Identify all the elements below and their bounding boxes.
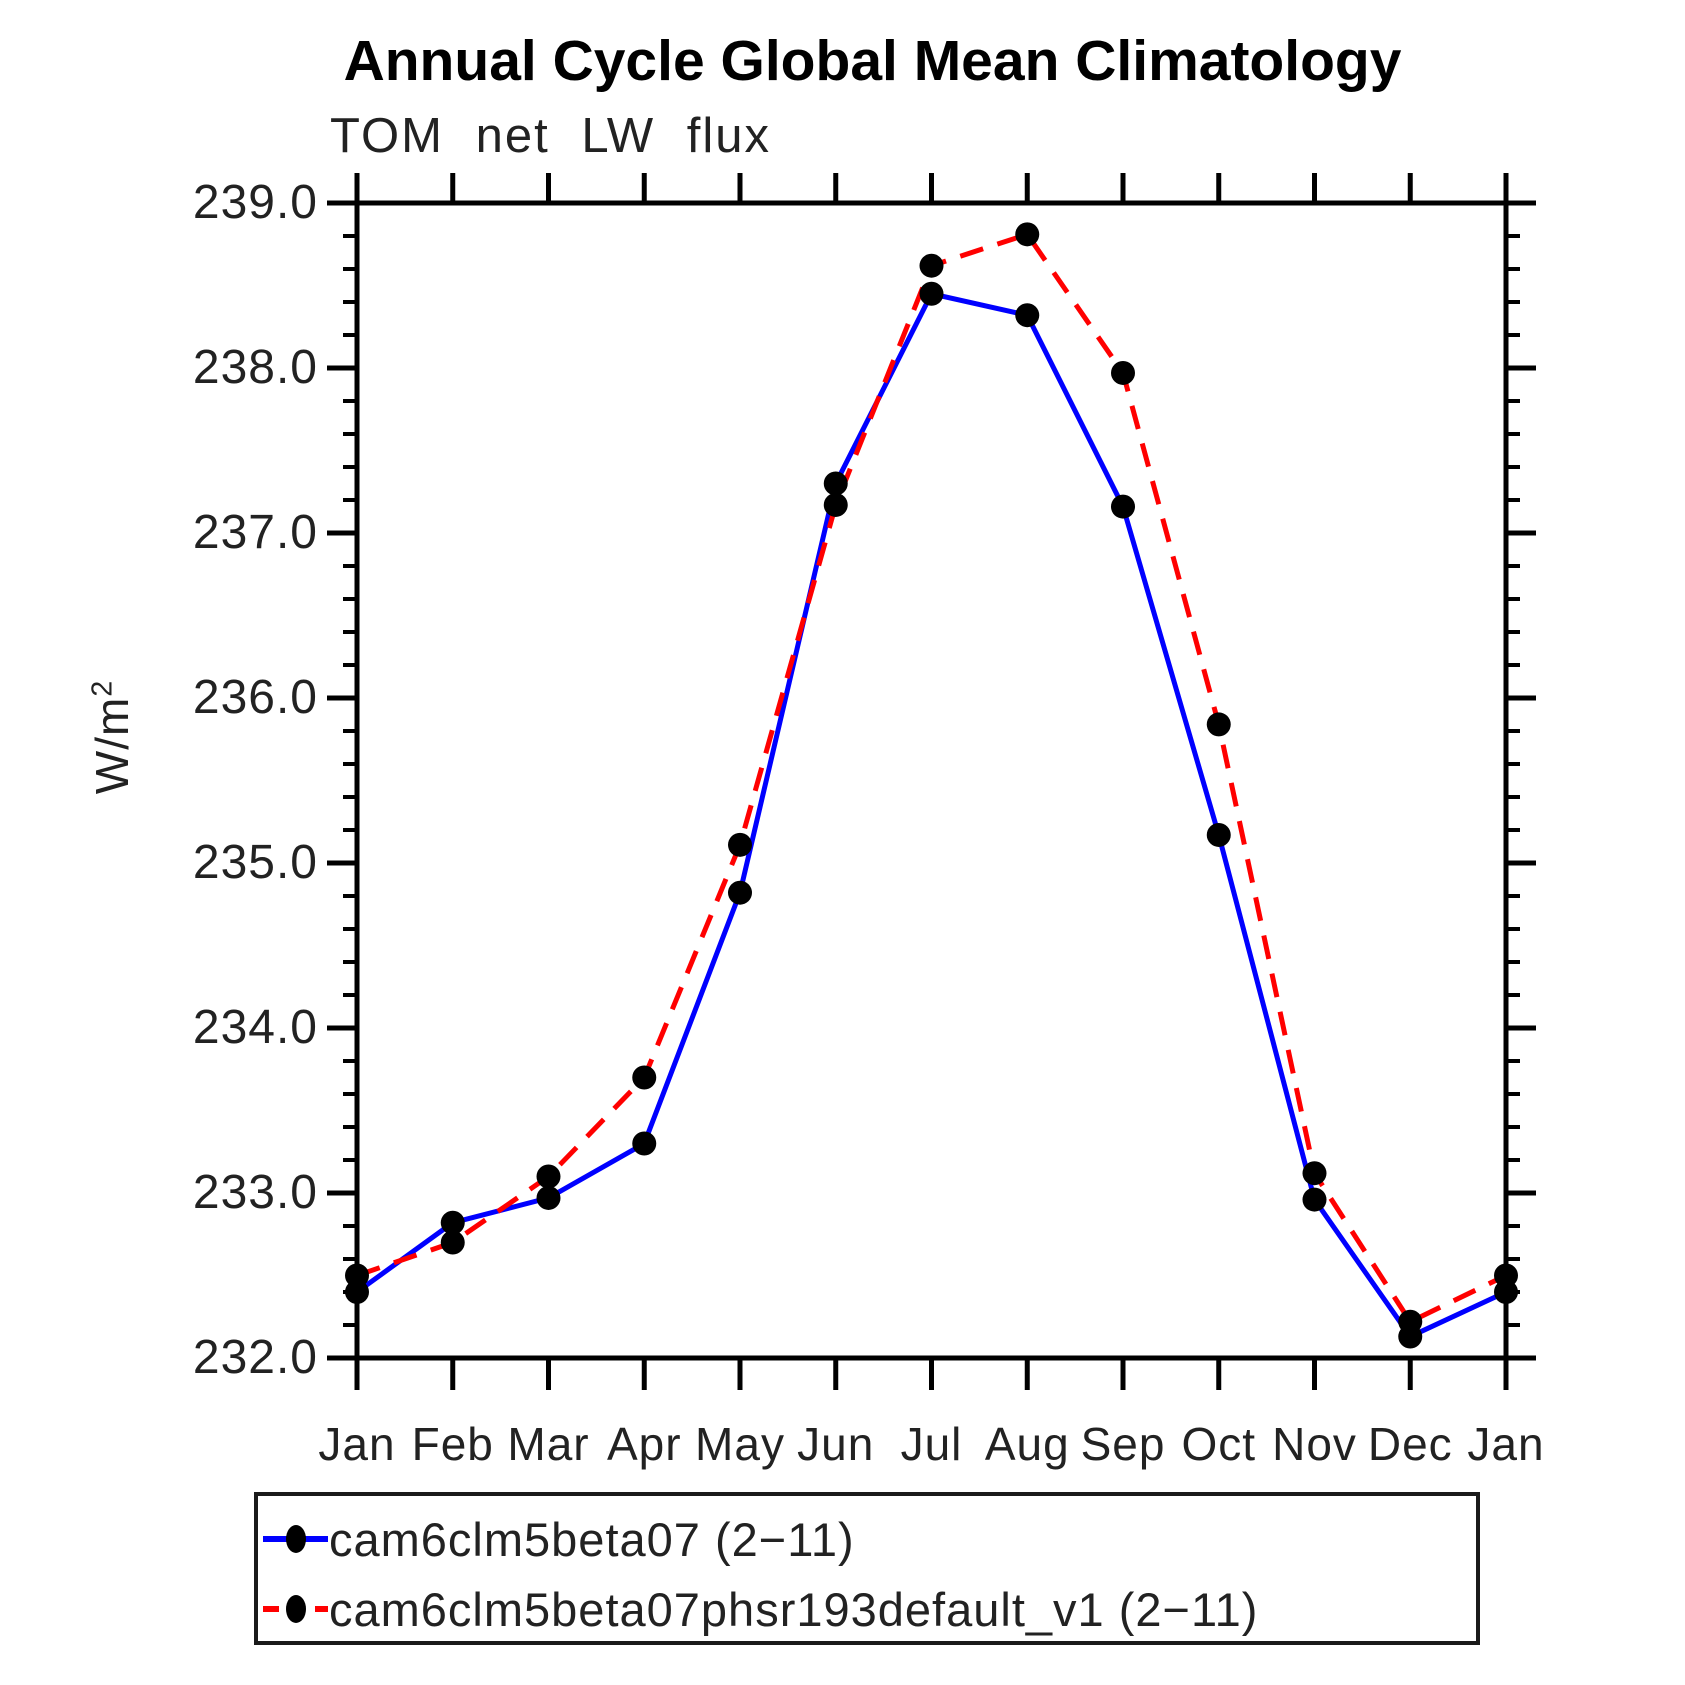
- y-tick-label: 236.0: [192, 671, 318, 724]
- x-tick-label: Aug: [984, 1418, 1070, 1470]
- data-point-marker: [823, 492, 848, 517]
- x-tick-label: Jun: [797, 1418, 875, 1470]
- y-tick-label: 239.0: [192, 176, 318, 229]
- x-tick-label: Sep: [1080, 1418, 1166, 1470]
- y-tick-label: 238.0: [192, 341, 318, 394]
- data-point-marker: [1111, 360, 1135, 385]
- legend-row: cam6clm5beta07phsr193default_v1 (2−11): [262, 1583, 1258, 1636]
- x-tick-label: Jan: [318, 1418, 396, 1470]
- data-point-marker: [632, 1065, 657, 1090]
- data-point-marker: [1494, 1263, 1518, 1288]
- x-tick-label: Mar: [507, 1418, 590, 1470]
- data-point-marker: [1206, 712, 1231, 737]
- data-point-marker: [728, 832, 752, 857]
- legend: cam6clm5beta07 (2−11) cam6clm5beta07phsr1…: [254, 1492, 1480, 1645]
- y-tick-label: 232.0: [192, 1331, 318, 1384]
- data-point-marker: [919, 253, 944, 278]
- data-point-marker: [345, 1263, 369, 1288]
- data-point-marker: [1206, 822, 1231, 847]
- legend-marker: [286, 1525, 306, 1553]
- data-point-marker: [440, 1210, 465, 1235]
- x-tick-label: Jan: [1467, 1418, 1545, 1470]
- legend-swatch-dashed-line: [263, 1595, 328, 1623]
- data-point-marker: [1111, 494, 1135, 519]
- legend-marker: [286, 1595, 306, 1623]
- data-point-marker: [728, 880, 752, 905]
- y-tick-label: 234.0: [192, 1001, 318, 1054]
- legend-label: cam6clm5beta07 (2−11): [329, 1512, 855, 1566]
- data-point-marker: [1494, 1280, 1518, 1304]
- x-tick-label: Jul: [900, 1418, 963, 1470]
- chart-title: Annual Cycle Global Mean Climatology: [343, 29, 1402, 93]
- series-line: [355, 290, 1508, 1340]
- data-point-marker: [919, 281, 944, 306]
- legend-swatch-solid-line: [263, 1525, 328, 1553]
- data-point-marker: [536, 1164, 561, 1189]
- data-point-marker: [1302, 1187, 1327, 1212]
- data-point-marker: [536, 1185, 561, 1210]
- y-tick-label: 233.0: [192, 1166, 318, 1219]
- plot-frame: [354, 200, 1509, 1361]
- chart-subtitle: TOM net LW flux: [330, 109, 772, 163]
- data-point-marker: [440, 1230, 465, 1255]
- x-tick-label: Apr: [606, 1418, 682, 1470]
- data-point-marker: [345, 1280, 369, 1304]
- y-tick-label: 237.0: [192, 506, 318, 559]
- y-tick-label: 235.0: [192, 836, 318, 889]
- data-point-marker: [632, 1131, 657, 1156]
- x-tick-label: Feb: [411, 1418, 494, 1470]
- series-line: [356, 231, 1508, 1325]
- legend-row: cam6clm5beta07 (2−11): [262, 1513, 855, 1566]
- legend-label: cam6clm5beta07phsr193default_v1 (2−11): [329, 1582, 1259, 1636]
- data-point-marker: [823, 471, 848, 496]
- data-point-marker: [1015, 222, 1040, 247]
- x-tick-label: Nov: [1272, 1418, 1357, 1470]
- x-tick-label: Dec: [1367, 1418, 1453, 1470]
- x-tick-label: Oct: [1181, 1418, 1257, 1470]
- data-point-marker: [1015, 303, 1040, 328]
- x-tick-label: May: [695, 1418, 785, 1470]
- data-point-marker: [1302, 1161, 1327, 1186]
- data-point-marker: [1398, 1309, 1423, 1334]
